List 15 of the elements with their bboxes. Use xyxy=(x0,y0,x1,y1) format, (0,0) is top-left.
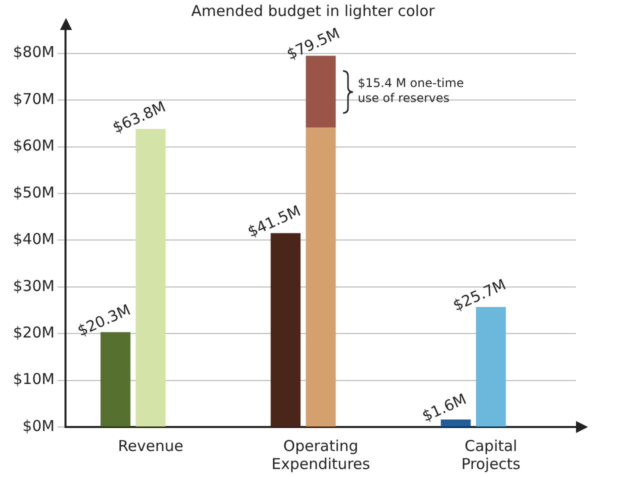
chart-title: Amended budget in lighter color xyxy=(190,2,436,20)
y-tick-label: $10M xyxy=(12,370,55,388)
y-tick-label: $50M xyxy=(12,183,55,202)
x-tick-label: Operating Expenditures xyxy=(271,436,370,473)
y-tick-label: $80M xyxy=(12,43,55,62)
annotation: $15.4 M one-time use of reserves xyxy=(358,76,465,106)
bar xyxy=(306,128,336,426)
x-tick-label: Revenue xyxy=(118,436,184,455)
y-tick-label: $20M xyxy=(12,323,55,342)
y-tick-label: $0M xyxy=(22,416,55,435)
x-tick-label: Capital Projects xyxy=(461,436,521,473)
y-tick-label: $60M xyxy=(12,136,55,155)
y-tick-label: $40M xyxy=(12,230,55,248)
y-tick-label: $30M xyxy=(12,276,55,295)
y-tick-label: $70M xyxy=(12,90,55,108)
